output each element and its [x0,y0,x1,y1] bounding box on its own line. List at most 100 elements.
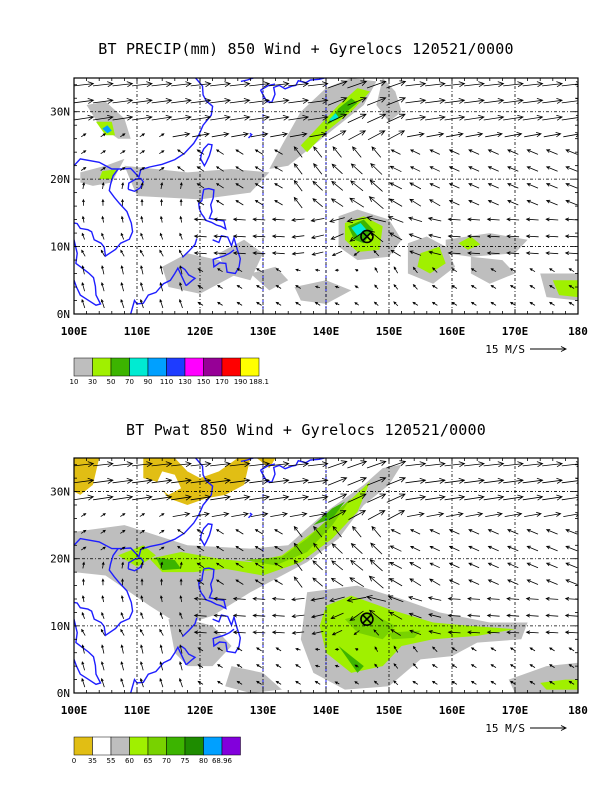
wind-arrow [270,511,288,517]
shaded-region [417,246,446,274]
wind-arrow [215,149,224,155]
wind-arrow [151,494,173,501]
wind-arrow [256,647,262,652]
wind-arrow [427,216,442,222]
wind-arrow [509,680,516,685]
wind-arrow [309,132,328,138]
wind-arrow [193,613,207,618]
wind-arrow [334,268,340,272]
colorbar-tick-label: 190 [234,378,247,386]
wind-arrow [236,664,243,668]
wind-arrow [349,197,365,208]
wind-arrow [389,545,402,552]
wind-arrow [485,511,503,517]
wind-arrow [370,162,383,175]
wind-arrow [389,561,402,569]
luzon-coastline [197,187,227,231]
wind-arrow [275,664,282,668]
wind-arrow [288,477,310,484]
wind-arrow [386,113,406,123]
colorbar-tick-label: 65 [144,757,153,765]
wind-arrow [179,611,183,619]
wind-arrow [367,113,387,123]
shaded-region [124,165,270,200]
wind-arrow [275,680,282,685]
mindanao-visayas-coastline [212,614,242,654]
wind-arrow [74,461,95,468]
wind-arrow [307,114,329,121]
taiwan-coastline [199,523,213,547]
wind-arrow [526,149,539,155]
wind-arrow [310,597,325,602]
wind-arrow [507,579,519,585]
wind-arrow [564,630,578,635]
wind-arrow [232,596,246,601]
wind-arrow [509,301,516,306]
wind-arrow [350,180,364,192]
wind-arrow [444,477,466,484]
wind-arrow [81,282,85,292]
wind-arrow [139,166,146,171]
wind-arrow [503,81,524,88]
wind-arrow [312,198,323,208]
wind-arrow [507,149,519,155]
wind-arrow [217,647,223,652]
wind-arrow [314,664,321,668]
wind-arrow [506,630,520,635]
borneo-ne-coastline [180,266,197,287]
wind-arrow [139,298,144,309]
wind-arrow [448,183,460,189]
wind-arrow [112,81,134,88]
wind-arrow [447,217,461,222]
wind-arrow [393,283,399,290]
shaded-region [329,113,339,122]
wind-arrow [101,215,105,223]
lon-label: 120E [187,325,214,338]
wind-arrow [509,647,516,652]
wind-arrow [215,545,224,552]
japan-coastline [259,78,325,104]
wind-arrow [81,249,86,257]
wind-arrow [487,149,499,155]
wind-arrow [409,561,422,569]
wind-arrow [451,680,458,685]
wind-arrow [429,546,440,552]
wind-arrow [386,493,406,503]
wind-arrow [177,545,185,552]
wind-arrow [151,114,173,121]
wind-arrow [545,545,558,552]
wind-reference-arrow [530,346,568,352]
wind-arrow [197,647,204,652]
shaded-region [540,679,578,690]
wind-arrow [82,198,85,206]
wind-arrow [467,630,481,635]
wind-arrow [250,511,269,517]
wind-arrow [236,680,243,685]
wind-arrow [159,232,164,240]
wind-arrow [354,285,359,289]
wind-arrow [485,132,503,138]
wind-arrow [81,677,86,688]
wind-arrow [409,166,421,172]
wind-arrow [483,461,505,468]
wind-arrow [328,113,348,123]
wind-arrow [196,149,205,155]
wind-arrow [408,216,423,222]
wind-arrow [451,647,458,652]
wind-arrow [467,251,481,256]
wind-arrow [293,196,303,209]
wind-arrow [408,596,423,602]
wind-arrow [522,461,544,468]
korea-coastline [240,458,256,463]
wind-arrow [526,166,539,172]
wind-arrow [428,630,441,635]
colorbar-tick-label: 70 [162,757,171,765]
wind-arrow [525,217,539,222]
wind-arrow [93,98,114,104]
wind-arrow [487,529,499,535]
wind-arrow [448,545,460,552]
wind-arrow [563,132,578,138]
wind-arrow [487,562,499,569]
wind-arrow [210,114,231,121]
wind-arrow [211,511,230,517]
